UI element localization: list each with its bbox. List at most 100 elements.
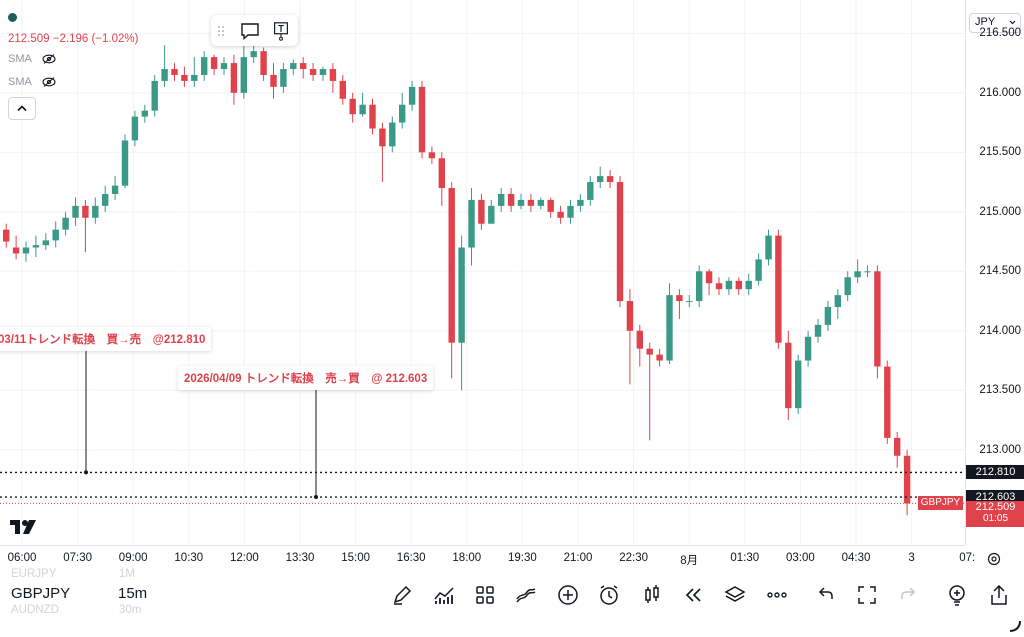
candle-body (527, 199, 535, 206)
price-tick-label: 214.500 (979, 265, 1021, 278)
collapse-legend-button[interactable] (8, 97, 36, 120)
text-tool-icon[interactable] (270, 21, 292, 41)
candle-body (735, 280, 742, 290)
price-axis[interactable]: 216.500 216.000 215.500 215.000 214.500 214.0… (965, 0, 1024, 545)
candle-body (418, 86, 426, 153)
symbol-name: EURJPY (11, 568, 57, 580)
level-price-label: 212.810 (966, 465, 1024, 480)
candle-body (755, 259, 762, 281)
add-alert-icon[interactable] (945, 583, 969, 607)
trend-note-sell[interactable]: 03/11トレンド転換 買→売 @212.810 (0, 327, 212, 351)
last-price-label: 212.509 01:05 (966, 501, 1024, 528)
comment-icon[interactable] (239, 21, 261, 41)
level-price-label: 212.603 (966, 490, 1024, 505)
candle-body (369, 104, 376, 129)
interval: 15m (118, 585, 148, 602)
candle-body (795, 360, 802, 409)
time-tick-label: 10:30 (174, 552, 204, 564)
candle-body (488, 205, 495, 224)
hidden-eye-icon[interactable] (42, 54, 56, 65)
hidden-eye-icon[interactable] (42, 77, 56, 88)
indicators-icon[interactable] (432, 583, 456, 607)
candle-body (646, 348, 653, 355)
candle-body (765, 235, 772, 260)
candle-body (587, 182, 594, 200)
candle-body (705, 271, 713, 284)
tradingview-logo-icon (10, 520, 36, 534)
time-axis[interactable]: 06:00 07:30 09:00 10:30 12:00 13:30 15:00 16:30… (0, 545, 975, 572)
candle-body (151, 80, 158, 111)
watchlist-item-current[interactable]: GBPJPY 15m (11, 585, 147, 602)
indicator-label: SMA (8, 53, 32, 65)
alarm-icon[interactable] (597, 583, 621, 607)
candle-body (201, 57, 208, 75)
candle-body (210, 57, 218, 70)
candle-body (864, 271, 871, 273)
chevron-up-icon (17, 105, 27, 112)
candle-body (824, 307, 832, 325)
price-tick-label: 214.000 (979, 324, 1021, 337)
chart-pane[interactable]: 212.509 −2.196 (−1.02%) SMA SMA 03/11トレン… (0, 0, 965, 545)
layers-icon[interactable] (723, 583, 747, 607)
candle-body (300, 63, 307, 70)
candle-body (666, 295, 673, 361)
grid-icon[interactable] (473, 583, 497, 607)
price-tick-label: 216.000 (979, 86, 1021, 99)
candle-body (547, 199, 554, 212)
pen-icon[interactable] (390, 583, 414, 607)
time-tick-label: 04:30 (841, 552, 871, 564)
candle-body (408, 86, 416, 105)
candle-body (171, 69, 178, 75)
currency-select[interactable]: JPY (969, 13, 1021, 33)
candle-body (260, 51, 267, 75)
trend-note-buy[interactable]: 2026/04/09 トレンド転換 売→買 @ 212.603 (178, 366, 434, 390)
symbol-price-tag: GBPJPY (918, 496, 963, 511)
share-icon[interactable] (987, 583, 1011, 607)
candle-icon[interactable] (640, 583, 664, 607)
add-icon[interactable] (556, 583, 580, 607)
candle-body (725, 280, 733, 290)
more-icon[interactable] (765, 583, 789, 607)
candle-body (111, 185, 119, 194)
time-tick-label: 13:30 (285, 552, 315, 564)
candlestick-chart[interactable] (0, 0, 965, 545)
candle-body (676, 295, 683, 302)
candle-body (309, 69, 317, 75)
undo-icon[interactable] (813, 583, 837, 607)
watchlist-item-next[interactable]: AUDNZD 30m (11, 604, 141, 616)
fullscreen-icon[interactable] (855, 583, 879, 607)
candle-body (191, 74, 198, 81)
candle-body (636, 330, 643, 349)
settings-icon[interactable] (986, 551, 1002, 567)
candle-body (804, 336, 812, 361)
replay-icon[interactable] (681, 583, 705, 607)
candle-body (428, 152, 436, 159)
time-tick-label: 01:30 (730, 552, 760, 564)
candle-body (686, 301, 693, 303)
resize-corner-icon[interactable] (1008, 619, 1022, 633)
sma-indicator-1[interactable]: SMA (8, 53, 56, 65)
candle-body (567, 205, 574, 218)
drag-handle-icon[interactable] (215, 21, 227, 41)
candle-body (131, 116, 139, 141)
candle-body (517, 199, 525, 206)
sma-indicator-2[interactable]: SMA (8, 76, 56, 88)
drawing-icon[interactable] (514, 583, 538, 607)
redo-icon[interactable] (897, 583, 921, 607)
candle-body (161, 69, 168, 81)
time-tick-label: 19:30 (508, 552, 537, 564)
candle-body (785, 342, 792, 409)
candle-body (577, 199, 584, 206)
symbol-name: AUDNZD (11, 604, 59, 616)
watchlist-item-prev[interactable]: EURJPY 1M (11, 568, 135, 580)
note-anchor (314, 495, 318, 500)
candle-body (280, 69, 287, 87)
price-change-text: 212.509 −2.196 (−1.02%) (8, 33, 139, 45)
candle-body (72, 205, 79, 218)
candle-body (844, 277, 851, 296)
candle-body (32, 245, 40, 248)
candle-body (874, 271, 881, 367)
candle-body (468, 199, 475, 248)
candle-body (775, 235, 782, 343)
floating-drawing-toolbar[interactable] (211, 15, 298, 46)
